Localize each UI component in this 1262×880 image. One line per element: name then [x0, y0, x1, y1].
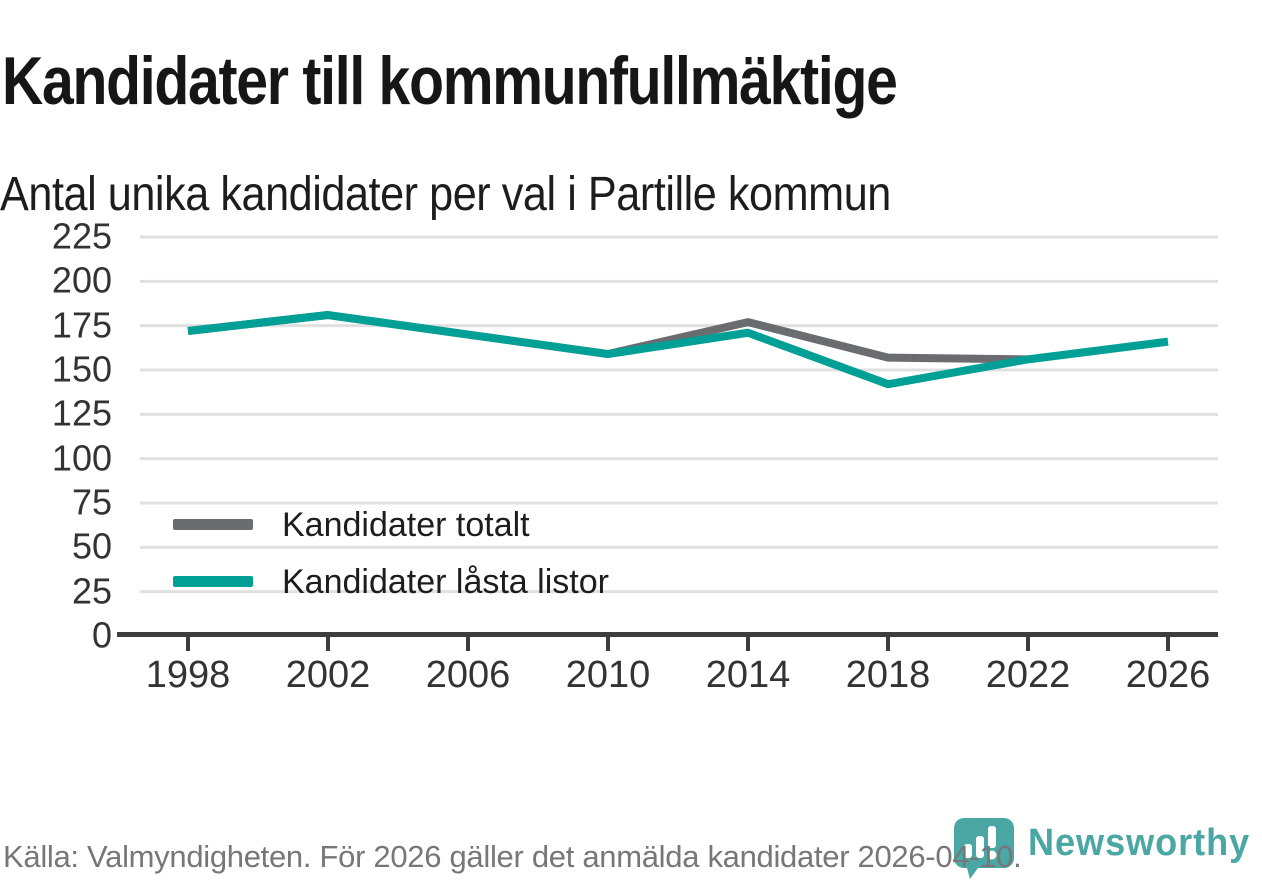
series-line-kandidater-l-sta-listor: [187, 311, 1169, 389]
newsworthy-logo-icon: [954, 818, 1014, 879]
y-axis-tick-label: 225: [51, 215, 112, 257]
y-axis-tick-label: 50: [71, 525, 112, 567]
newsworthy-logo: Newsworthy: [948, 814, 1262, 879]
y-axis-tick-label: 75: [71, 481, 112, 523]
y-axis-tick-label: 100: [51, 436, 112, 478]
y-axis-tick-label: 125: [51, 392, 112, 434]
legend-swatch-teal-line: [173, 576, 253, 587]
x-axis-tick-label: 2018: [845, 654, 931, 696]
legend-item-kandidater-totalt: Kandidater totalt: [173, 496, 609, 553]
x-axis-tick-label: 1998: [145, 654, 231, 696]
legend-item-kandidater-lasta-listor: Kandidater låsta listor: [173, 553, 609, 610]
source-note: Källa: Valmyndigheten. För 2026 gäller d…: [3, 839, 1022, 874]
legend-label: Kandidater totalt: [282, 505, 530, 544]
legend-swatch-gray-line: [173, 519, 253, 530]
y-axis-tick-label: 200: [51, 259, 112, 301]
x-axis-tick-label: 2014: [705, 654, 791, 696]
y-axis-tick-label: 175: [51, 303, 112, 345]
y-axis-tick-label: 150: [51, 348, 112, 390]
x-axis-tick-label: 2006: [425, 654, 511, 696]
x-axis-tick-label: 2010: [565, 654, 651, 696]
newsworthy-logo-text: Newsworthy: [1028, 822, 1251, 864]
x-axis-tick-label: 2022: [985, 654, 1071, 696]
y-axis-tick-label: 0: [91, 614, 112, 656]
chart-title: Kandidater till kommunfullmäktige: [2, 42, 898, 119]
y-axis-tick-label: 25: [71, 569, 112, 611]
legend-label: Kandidater låsta listor: [282, 562, 609, 601]
x-axis-tick-label: 2026: [1125, 654, 1211, 696]
chart-subtitle: Antal unika kandidater per val i Partill…: [0, 167, 891, 221]
chart-legend: Kandidater totalt Kandidater låsta listo…: [173, 496, 609, 610]
x-axis-tick-label: 2002: [285, 654, 371, 696]
